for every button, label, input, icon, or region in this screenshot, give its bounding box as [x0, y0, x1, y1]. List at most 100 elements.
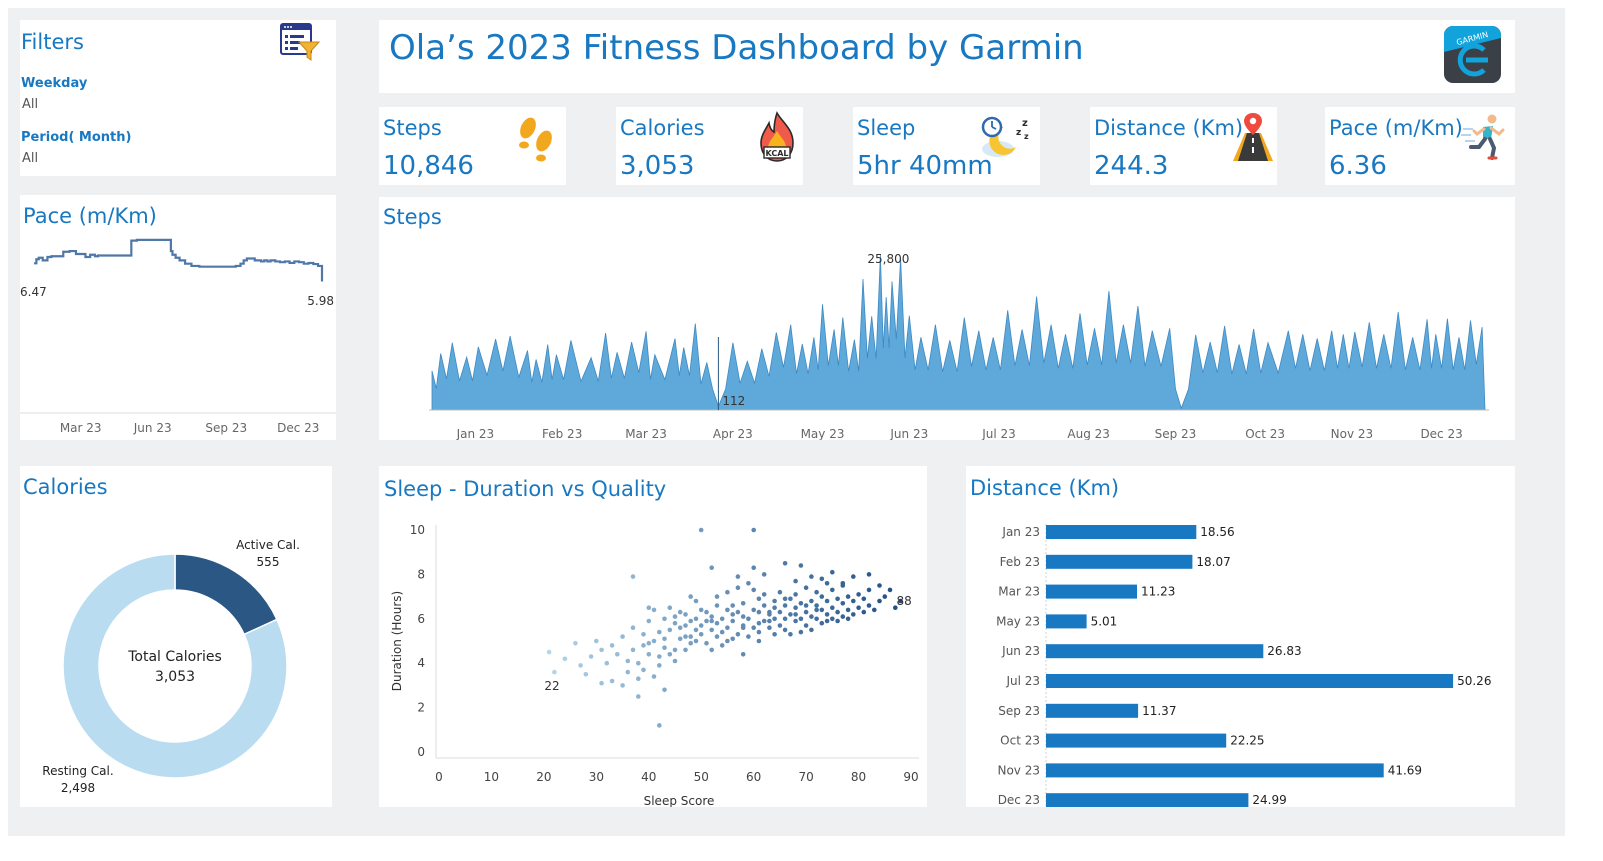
sleep-point — [636, 694, 641, 699]
steps-x-tick-label: Dec 23 — [1420, 427, 1462, 440]
sleep-point — [746, 634, 751, 639]
sleep-point — [698, 632, 704, 637]
sleep-point — [646, 652, 652, 657]
distance-bar — [1046, 793, 1249, 807]
resting-calories-value: 2,498 — [61, 781, 95, 795]
sleep-point — [856, 592, 861, 597]
distance-category-label: Jan 23 — [1001, 525, 1040, 539]
sleep-point — [819, 620, 825, 626]
pace-x-tick-label: Dec 23 — [277, 421, 319, 435]
active-calories-name: Active Cal. — [236, 538, 300, 552]
sleep-point — [767, 625, 772, 630]
flame-kcal-icon: KCAL — [757, 111, 797, 167]
sleep-point — [809, 627, 814, 633]
steps-area — [431, 254, 1486, 411]
steps-x-tick-label: Nov 23 — [1331, 427, 1374, 440]
distance-category-label: Mar 23 — [998, 585, 1040, 599]
sleep-chart-card: Sleep - Duration vs Quality 0 10 20 30 40 50 6… — [379, 466, 927, 807]
kpi-card-steps: Steps 10,846 — [379, 107, 566, 185]
header-card: Ola’s 2023 Fitness Dashboard by Garmin G… — [379, 20, 1515, 93]
sleep-point — [667, 627, 673, 633]
distance-bar — [1046, 674, 1454, 688]
sleep-scatter-chart: 0 10 20 30 40 50 60 70 80 90 0 2 4 6 8 10 Sleep Score Dur… — [390, 523, 919, 807]
pace-x-tick-label: Sep 23 — [205, 421, 247, 435]
sleep-point — [630, 625, 636, 630]
svg-text:z: z — [1024, 132, 1029, 141]
sleep-point — [751, 607, 756, 613]
sleep-point — [578, 663, 583, 668]
sleep-max-label: 88 — [897, 594, 912, 608]
sleep-point — [730, 636, 735, 642]
sleep-point — [672, 658, 678, 664]
sleep-point — [830, 587, 835, 593]
resting-calories-slice — [62, 553, 288, 779]
sleep-point — [824, 618, 830, 624]
sleep-point — [677, 636, 683, 642]
sleep-point — [641, 632, 646, 637]
sleep-point — [620, 683, 625, 688]
sleep-point — [615, 652, 620, 657]
sleep-point — [898, 598, 903, 604]
sleep-point — [788, 632, 793, 637]
sleep-y-axis-label: Duration (Hours) — [390, 591, 404, 691]
sleep-point — [761, 618, 767, 624]
calories-chart-title: Calories — [23, 475, 108, 499]
filter-funnel-icon[interactable] — [279, 22, 321, 62]
steps-chart-title: Steps — [383, 205, 442, 229]
sleep-y-tick-label: 0 — [417, 745, 425, 759]
runner-icon — [1461, 113, 1507, 165]
sleep-x-tick-label: 90 — [903, 770, 918, 784]
sleep-point — [651, 607, 657, 613]
sleep-point — [782, 561, 788, 566]
sleep-point — [803, 603, 809, 608]
sleep-point — [730, 618, 735, 624]
sleep-point — [657, 723, 662, 728]
distance-value-label: 22.25 — [1230, 734, 1264, 748]
sleep-point — [756, 609, 762, 615]
kpi-card-pace: Pace (m/Km) 6.36 — [1325, 107, 1515, 185]
sleep-x-tick-label: 10 — [484, 770, 499, 784]
kpi-card-calories: Calories 3,053 KCAL — [616, 107, 803, 185]
distance-chart-card: Distance (Km) Jan 23 18.56 Feb 23 18.07 Mar … — [966, 466, 1515, 807]
sleep-point — [761, 592, 767, 597]
sleep-point — [588, 654, 594, 659]
steps-chart-card: Steps Jan 23 Feb 23 Mar 23 Apr 23 May 23 Jun … — [379, 197, 1515, 440]
footsteps-icon — [514, 113, 556, 169]
sleep-point — [646, 640, 652, 646]
road-pin-icon — [1231, 111, 1275, 167]
distance-value-label: 26.83 — [1267, 644, 1301, 658]
sleep-point — [677, 609, 683, 615]
filter-period-dropdown[interactable]: All — [22, 151, 39, 166]
sleep-point — [746, 616, 751, 622]
sleep-point — [714, 603, 720, 608]
sleep-point — [798, 629, 804, 635]
distance-category-label: Dec 23 — [998, 793, 1040, 807]
sleep-point — [704, 618, 709, 624]
sleep-point — [777, 589, 783, 595]
sleep-x-tick-label: 40 — [641, 770, 656, 784]
filter-weekday-dropdown[interactable]: All — [22, 97, 39, 112]
distance-category-label: Feb 23 — [1000, 555, 1040, 569]
distance-value-label: 5.01 — [1091, 614, 1118, 628]
steps-x-tick-label: Mar 23 — [625, 427, 667, 440]
distance-bar — [1046, 703, 1139, 718]
pace-x-tick-label: Mar 23 — [60, 421, 102, 435]
sleep-point — [809, 574, 814, 579]
steps-min-label: 112 — [722, 394, 745, 408]
sleep-point — [777, 609, 783, 615]
sleep-point — [788, 596, 793, 602]
sleep-point — [693, 598, 699, 604]
donut-center-value: 3,053 — [155, 669, 195, 685]
sleep-x-tick-label: 30 — [589, 770, 604, 784]
sleep-point — [761, 603, 767, 608]
pace-end-label: 5.98 — [307, 294, 334, 308]
sleep-point — [793, 605, 798, 610]
sleep-x-tick-label: 60 — [746, 770, 761, 784]
filter-period-label: Period( Month) — [21, 130, 132, 145]
sleep-point — [803, 623, 809, 628]
distance-category-label: Oct 23 — [1000, 734, 1040, 748]
sleep-x-tick-label: 70 — [798, 770, 813, 784]
sleep-point — [725, 638, 730, 644]
sleep-point — [698, 623, 704, 628]
sleep-point — [657, 663, 662, 668]
